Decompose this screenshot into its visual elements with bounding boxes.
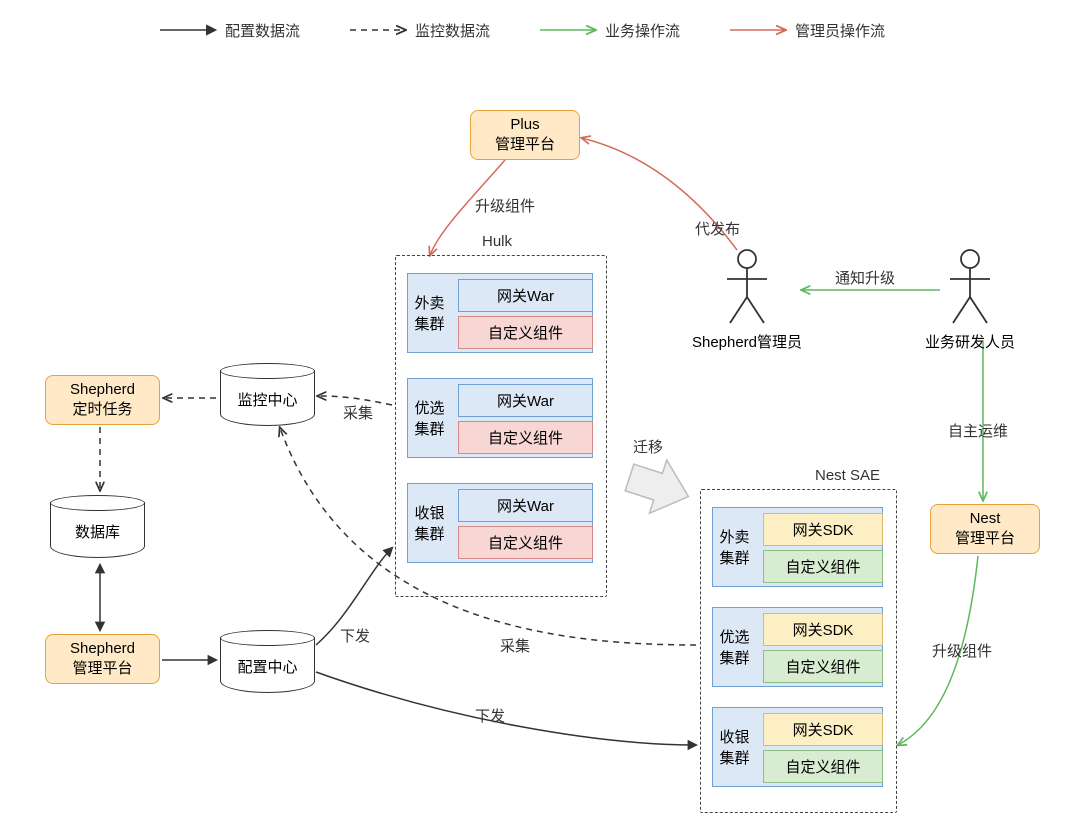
cluster-bottom: 自定义组件 (458, 526, 593, 559)
cluster-top: 网关SDK (763, 613, 883, 646)
plus-l1: Plus (510, 116, 539, 133)
legend-label: 业务操作流 (605, 20, 680, 41)
node-config: 配置中心 (220, 630, 315, 692)
legend-label: 配置数据流 (225, 20, 300, 41)
lbl-selfops: 自主运维 (948, 420, 1008, 441)
cluster-top: 网关SDK (763, 513, 883, 546)
lbl-collect2: 采集 (500, 635, 530, 656)
lbl-migrate: 迁移 (633, 436, 663, 457)
actor-dev: 业务研发人员 (915, 247, 1025, 352)
cluster-side: 收银 集群 (407, 483, 452, 563)
cluster-top: 网关War (458, 279, 593, 312)
cluster-side: 收银 集群 (712, 707, 757, 787)
cluster-side: 优选 集群 (407, 378, 452, 458)
edge-config-nest (316, 672, 696, 745)
diagram-canvas: 配置数据流 监控数据流 业务操作流 管理员操作流 Plus 管理平台 Shepherd… (0, 0, 1080, 837)
cluster-top: 网关War (458, 384, 593, 417)
cluster-top: 网关War (458, 489, 593, 522)
cluster-top: 网关SDK (763, 713, 883, 746)
node-database: 数据库 (50, 495, 145, 557)
node-monitor: 监控中心 (220, 363, 315, 425)
node-shep-mgmt: Shepherd 管理平台 (45, 634, 160, 684)
node-shep-timer: Shepherd 定时任务 (45, 375, 160, 425)
lbl-proxy: 代发布 (695, 218, 740, 239)
migrate-arrow (621, 451, 697, 523)
actor-admin: Shepherd管理员 (682, 247, 812, 352)
lbl-collect1: 采集 (343, 402, 373, 423)
t1: Nest (970, 510, 1001, 527)
lbl: 监控中心 (237, 389, 297, 410)
lbl-dispatch2: 下发 (475, 705, 505, 726)
t2: 管理平台 (72, 660, 132, 677)
cluster-bottom: 自定义组件 (763, 550, 883, 583)
cluster-bottom: 自定义组件 (458, 421, 593, 454)
cluster-side: 优选 集群 (712, 607, 757, 687)
node-plus: Plus 管理平台 (470, 110, 580, 160)
t1: Shepherd (70, 381, 135, 398)
lbl-upgrade2: 升级组件 (932, 640, 992, 661)
legend-label: 监控数据流 (415, 20, 490, 41)
cluster-side: 外卖 集群 (407, 273, 452, 353)
actor-admin-label: Shepherd管理员 (682, 331, 812, 352)
cluster-side: 外卖 集群 (712, 507, 757, 587)
plus-l2: 管理平台 (495, 136, 555, 153)
t1: Shepherd (70, 640, 135, 657)
hulk-title: Hulk (482, 233, 512, 250)
actor-dev-label: 业务研发人员 (915, 331, 1025, 352)
t2: 管理平台 (955, 530, 1015, 547)
lbl: 数据库 (75, 521, 120, 542)
node-nest-mgmt: Nest 管理平台 (930, 504, 1040, 554)
lbl-notify: 通知升级 (835, 267, 895, 288)
cluster-bottom: 自定义组件 (763, 650, 883, 683)
nest-title: Nest SAE (815, 467, 880, 484)
lbl: 配置中心 (237, 656, 297, 677)
t2: 定时任务 (72, 401, 132, 418)
legend-label: 管理员操作流 (795, 20, 885, 41)
cluster-bottom: 自定义组件 (458, 316, 593, 349)
cluster-bottom: 自定义组件 (763, 750, 883, 783)
lbl-dispatch1: 下发 (340, 625, 370, 646)
lbl-upgrade1: 升级组件 (475, 195, 535, 216)
